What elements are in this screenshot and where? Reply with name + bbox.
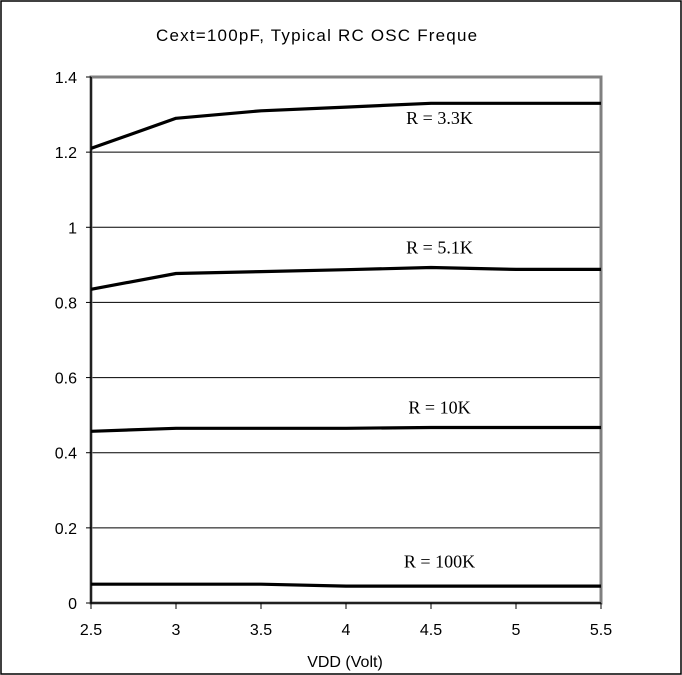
- y-tick-label: 0.6: [55, 371, 77, 388]
- x-tick-label: 4.5: [420, 622, 442, 639]
- x-tick-label: 3.5: [250, 622, 272, 639]
- series-label: R = 5.1K: [406, 238, 473, 258]
- y-tick-label: 1.2: [55, 145, 77, 162]
- x-tick-label: 5.5: [590, 622, 612, 639]
- series-label: R = 3.3K: [406, 108, 473, 128]
- y-tick-label: 0.4: [55, 446, 77, 463]
- y-tick-label: 0: [68, 596, 77, 613]
- series-label: R = 10K: [408, 397, 470, 417]
- chart-title: Cext=100pF, Typical RC OSC Freque: [156, 26, 478, 45]
- x-tick-label: 3: [172, 622, 181, 639]
- y-tick-label: 1: [68, 220, 77, 237]
- y-tick-label: 0.2: [55, 521, 77, 538]
- x-tick-label: 2.5: [80, 622, 102, 639]
- y-tick-label: 1.4: [55, 70, 77, 87]
- x-tick-label: 5: [512, 622, 521, 639]
- x-axis-ticks: 2.5 3 3.5 4 4.5 5 5.5: [80, 603, 612, 639]
- series-label: R = 100K: [404, 551, 475, 571]
- series-labels: R = 3.3K R = 5.1K R = 10K R = 100K: [404, 108, 475, 571]
- y-axis-ticks: 0 0.2 0.4 0.6 0.8 1 1.2 1.4: [55, 70, 91, 613]
- x-axis-label: VDD (Volt): [307, 654, 383, 671]
- gridlines: [91, 151, 601, 529]
- y-tick-label: 0.8: [55, 295, 77, 312]
- series-group: [90, 101, 602, 588]
- x-tick-label: 4: [342, 622, 351, 639]
